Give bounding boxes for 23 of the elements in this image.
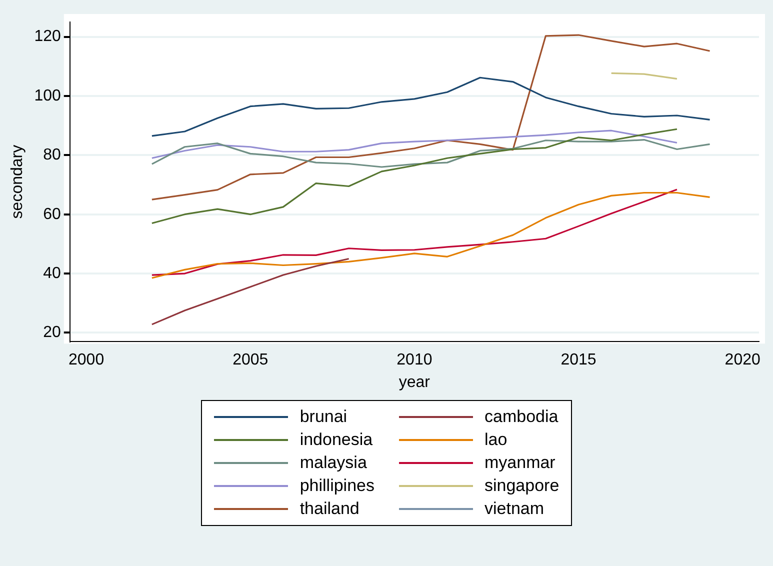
legend-label: cambodia <box>484 407 558 427</box>
y-tick-label: 20 <box>43 324 61 342</box>
legend-label: brunai <box>300 407 348 427</box>
legend-label: lao <box>484 430 508 450</box>
y-tick-label: 80 <box>43 146 61 164</box>
legend-label: indonesia <box>300 430 373 450</box>
legend-label: vietnam <box>484 499 544 519</box>
y-tick-label: 120 <box>34 28 61 46</box>
y-tick-label: 100 <box>34 87 61 104</box>
x-axis-title: year <box>398 374 431 391</box>
y-tick-label: 60 <box>43 206 61 223</box>
legend-label: phillipines <box>300 476 374 496</box>
legend-label: thailand <box>300 499 360 519</box>
legend-label: myanmar <box>484 453 556 473</box>
x-tick-label: 2015 <box>560 352 596 369</box>
x-tick-label: 2005 <box>232 352 268 369</box>
x-tick-label: 2000 <box>68 352 104 369</box>
legend-label: singapore <box>484 476 560 496</box>
y-tick-label: 40 <box>43 264 61 282</box>
y-axis-title: secondary <box>9 144 26 219</box>
x-tick-label: 2020 <box>724 352 760 369</box>
x-tick-label: 2010 <box>396 352 432 369</box>
legend-label: malaysia <box>300 453 367 473</box>
